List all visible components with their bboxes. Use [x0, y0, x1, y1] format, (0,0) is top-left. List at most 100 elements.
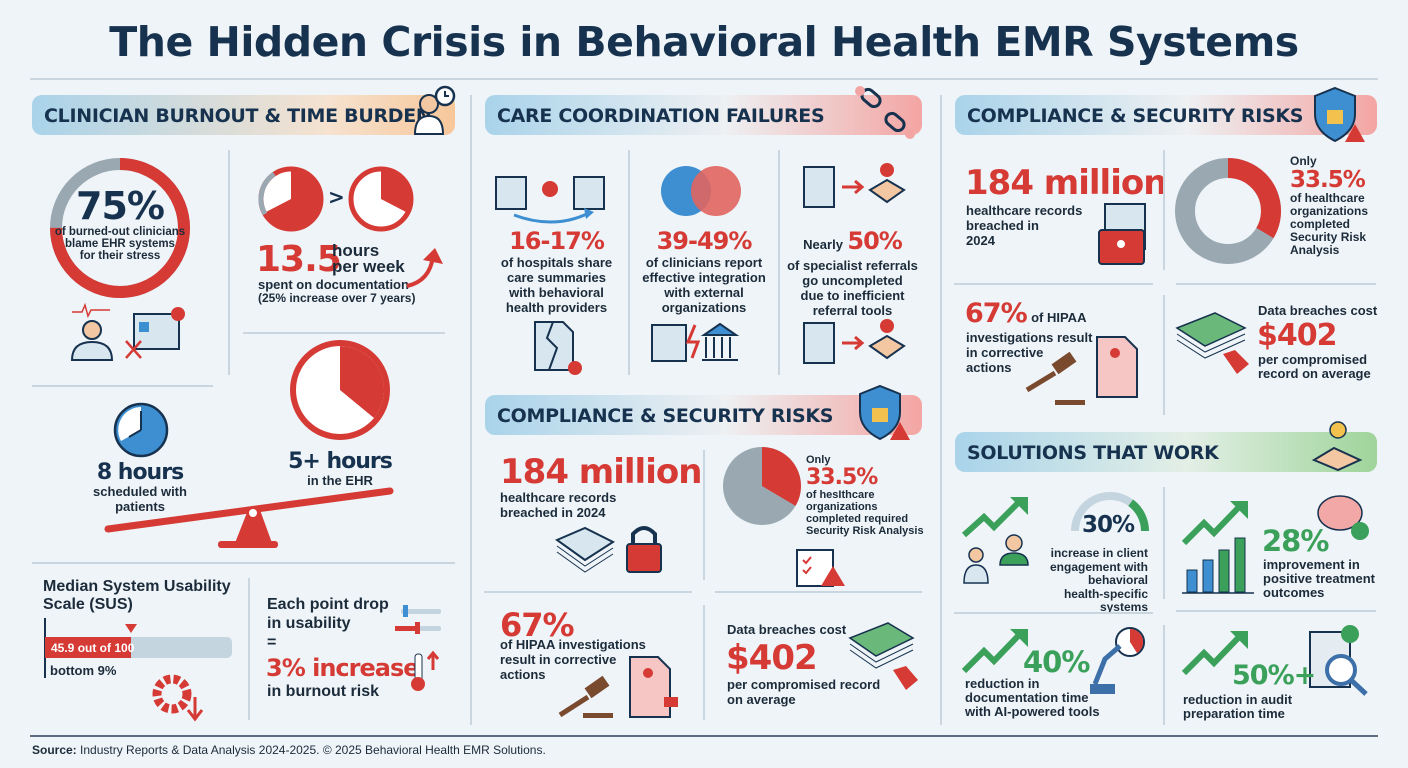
solution-text: health-specific systems [1063, 586, 1148, 614]
clock-icon [258, 166, 324, 232]
sra-text: organizations [806, 501, 878, 513]
divider [470, 95, 472, 725]
stat-text: referral tools [812, 303, 893, 318]
documentation-value: 13.5 [256, 239, 342, 280]
sra-pie-chart [723, 447, 801, 525]
stat-text: of specialist referrals [787, 258, 918, 273]
broken-document-icon [534, 321, 582, 375]
stat-value: 39-49% [656, 227, 753, 255]
sra-donut-chart [1175, 158, 1281, 264]
stat-referrals: Nearly 50% of specialist referrals go un… [780, 227, 925, 319]
section-title: SOLUTIONS THAT WORK [967, 442, 1219, 464]
clinician-icon [70, 302, 114, 361]
sra-text: completed required [806, 513, 909, 525]
hipaa-text: result in corrective [500, 652, 617, 667]
broken-chain-icon [855, 86, 915, 139]
hipaa-text: actions [966, 360, 1012, 375]
solution-text: increase in client [1050, 546, 1148, 560]
ehr-value: 5+ hours [288, 449, 393, 474]
section-header-burnout: CLINICIAN BURNOUT & TIME BURDEN [32, 95, 455, 135]
section-title: COMPLIANCE & SECURITY RISKS [967, 105, 1304, 127]
blame-text-2: blame EHR systems [65, 238, 175, 250]
growth-bar-chart-icon [1181, 501, 1254, 594]
documentation-note: (25% increase over 7 years) [258, 291, 416, 305]
divider [954, 612, 1153, 614]
gavel-document-icon [558, 656, 678, 718]
shield-lock-icon [859, 384, 910, 441]
scheduled-value: 8 hours [96, 460, 184, 485]
lightbulb-handshake-icon [1311, 421, 1363, 472]
gauge-fill [1071, 492, 1149, 532]
sra-value: 33.5% [1290, 167, 1366, 193]
sra-prefix: Only [1290, 154, 1317, 168]
divider [228, 150, 230, 375]
hospital-transfer-icon [495, 176, 605, 224]
sra-text: Security Risk Analysis [806, 525, 924, 537]
records-text: breached in [966, 218, 1039, 233]
broken-gear-icon [152, 674, 204, 722]
money-tag-icon [1175, 312, 1249, 374]
section-title: COMPLIANCE & SECURITY RISKS [497, 405, 834, 427]
solution-text-1: increase in client engagement with behav… [1020, 546, 1148, 615]
section-title: CLINICIAN BURNOUT & TIME BURDEN [44, 105, 432, 127]
cost-text: per compromised record [727, 677, 881, 692]
solution-value-3: 40% [1023, 645, 1090, 679]
divider [778, 150, 780, 375]
stat-value: 16-17% [509, 227, 605, 255]
solution-text: outcomes [1263, 585, 1325, 600]
ehr-text: in the EHR [307, 473, 373, 488]
stat-text: effective integration [642, 270, 766, 285]
locked-folder-icon [1098, 203, 1146, 265]
cost-lead: Data breaches cost [1258, 303, 1378, 318]
solution-value-1: 30% [1082, 512, 1135, 538]
divider [1163, 295, 1165, 415]
axis-line [44, 618, 46, 678]
robot-arm-stopwatch-icon [1090, 627, 1145, 694]
solution-text: preparation time [1183, 706, 1285, 721]
donut-fill [50, 158, 190, 298]
engagement-gauge [1071, 492, 1149, 532]
cost-text: record on average [1258, 366, 1371, 381]
divider [703, 605, 705, 720]
growth-arrow-icon [961, 629, 1028, 674]
records-text: healthcare records [966, 203, 1083, 218]
breached-records-lock-icon [554, 526, 662, 573]
usability-line-1: Each point drop [267, 596, 389, 613]
sus-rank: bottom 9% [50, 663, 117, 678]
divider [1176, 610, 1376, 612]
stat-text: go uncompleted [802, 273, 903, 288]
blame-text-3: for their stress [79, 250, 161, 262]
stat-hospitals: 16-17% of hospitals share care summaries… [485, 227, 628, 316]
clipboard-warning-icon [796, 549, 845, 587]
solution-text: improvement in [1263, 557, 1360, 572]
patient-clock-icon [113, 402, 169, 458]
comparison-symbol: > [328, 185, 345, 209]
sra-text: of hesIthcare [806, 489, 875, 501]
footer-text: Industry Reports & Data Analysis 2024-20… [76, 743, 546, 757]
audit-magnifier-icon [1309, 625, 1368, 696]
stat-value: 50% [847, 227, 902, 255]
solution-text: documentation time [965, 690, 1089, 705]
cost-value: $402 [1257, 318, 1337, 353]
divider [32, 385, 213, 387]
stat-text: with external [664, 285, 744, 300]
cost-text: per compromised [1258, 352, 1368, 367]
hipaa-value: 67% [500, 606, 575, 644]
equals-sign: = [267, 634, 277, 651]
records-text-2: breached in 2024 [500, 505, 606, 520]
divider [715, 591, 922, 593]
stressed-doctor-icon [413, 85, 456, 135]
overlap-circles-icon [661, 166, 741, 216]
section-header-compliance-mid: COMPLIANCE & SECURITY RISKS [485, 395, 922, 435]
solution-value-4: 50%+ [1232, 660, 1316, 691]
divider [1163, 625, 1165, 725]
sus-bar-fill [45, 637, 131, 658]
divider [30, 735, 1378, 737]
sus-bar-track [45, 637, 232, 658]
solution-value-2: 28% [1262, 524, 1329, 558]
hipaa-text: investigations result [966, 330, 1093, 345]
ehr-error-icon [125, 307, 185, 359]
stat-text: with behavioral [509, 285, 604, 300]
stat-clinicians: 39-49% of clinicians report effective in… [630, 227, 778, 316]
blame-value: 75% [76, 184, 165, 228]
